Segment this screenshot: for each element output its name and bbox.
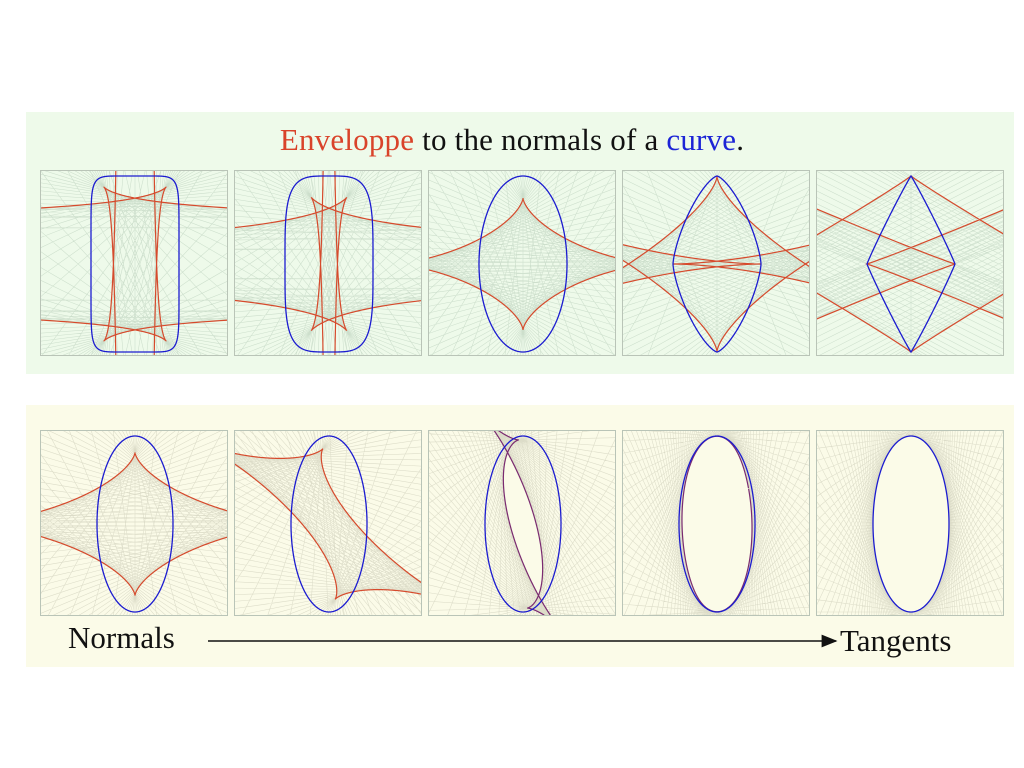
- bottom-panel-5: [816, 430, 1004, 616]
- top-panel-5: [816, 170, 1004, 356]
- base-ellipse: [96, 435, 174, 613]
- base-ellipse: [484, 435, 562, 613]
- bottom-figure-2: [235, 431, 421, 615]
- bottom-panel-4: [622, 430, 810, 616]
- normal-lines: [623, 171, 809, 355]
- rotated-lines: [41, 431, 227, 615]
- base-curve: [478, 175, 568, 353]
- rotated-lines: [817, 431, 1003, 615]
- top-figure-2: [235, 171, 421, 355]
- label-normals: Normals: [68, 620, 175, 655]
- base-curve: [866, 174, 956, 354]
- title-period: .: [736, 122, 745, 157]
- top-figure-5: [817, 171, 1003, 355]
- title-middle: to the normals of a: [414, 122, 667, 157]
- top-figure-3: [429, 171, 615, 355]
- top-panel-1: [40, 170, 228, 356]
- rotated-lines: [429, 431, 615, 615]
- top-panel-3: [428, 170, 616, 356]
- envelope-curve: [623, 176, 809, 352]
- base-curve: [672, 175, 762, 353]
- title-curve: curve: [666, 122, 737, 157]
- bottom-figure-3: [429, 431, 615, 615]
- bottom-figure-5: [817, 431, 1003, 615]
- base-ellipse: [290, 435, 368, 613]
- normal-lines: [235, 171, 421, 355]
- top-figure-1: [41, 171, 227, 355]
- top-panel-4: [622, 170, 810, 356]
- title-enveloppe: Enveloppe: [279, 122, 415, 157]
- base-curve: [90, 175, 180, 353]
- bottom-figure-4: [623, 431, 809, 615]
- normal-lines: [817, 171, 1003, 355]
- top-figure-4: [623, 171, 809, 355]
- base-ellipse: [678, 435, 756, 613]
- bottom-panel-1: [40, 430, 228, 616]
- envelope-curve: [493, 431, 551, 615]
- base-ellipse: [872, 435, 950, 613]
- figure-title: Enveloppe to the normals of a curve.: [0, 122, 1024, 158]
- envelope-curve: [681, 435, 753, 613]
- label-tangents: Tangents: [840, 623, 952, 658]
- top-panel-2: [234, 170, 422, 356]
- rotated-lines: [623, 431, 809, 615]
- envelope-curve: [429, 197, 615, 331]
- envelope-curve: [235, 171, 421, 355]
- rotated-lines: [235, 431, 421, 615]
- bottom-panel-2: [234, 430, 422, 616]
- base-curve: [284, 175, 374, 353]
- envelope-curve: [235, 448, 421, 600]
- bottom-figure-1: [41, 431, 227, 615]
- envelope-curve: [41, 171, 227, 355]
- bottom-panel-3: [428, 430, 616, 616]
- envelope-curve: [41, 452, 227, 596]
